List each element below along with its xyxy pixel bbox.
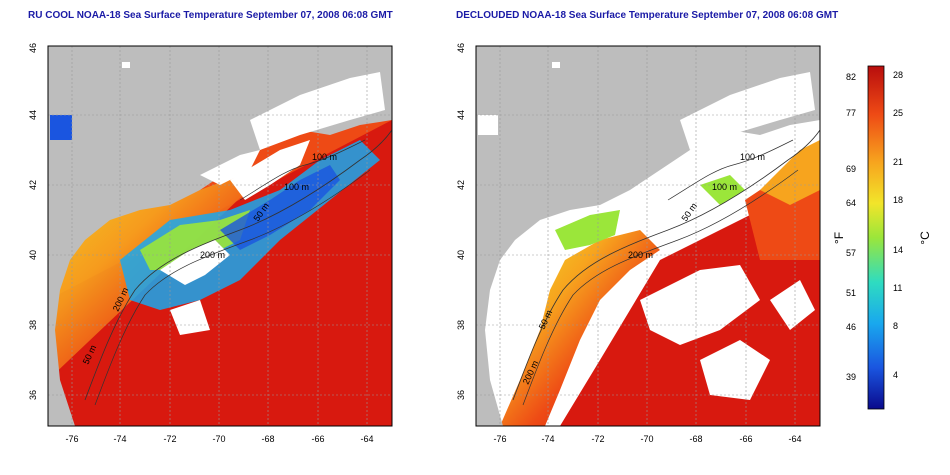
right-front-patch xyxy=(700,175,745,205)
left-lon-tick: -74 xyxy=(113,434,126,444)
colorbar-c-tick: 18 xyxy=(893,195,903,205)
left-lon-axis: -76 -74 -72 -70 -68 -66 -64 xyxy=(65,434,373,444)
colorbar-f-tick: 82 xyxy=(846,72,856,82)
left-grid xyxy=(48,46,392,426)
left-contour-100m xyxy=(94,169,371,406)
right-lat-tick: 44 xyxy=(456,110,466,120)
left-small-cloud xyxy=(122,62,130,68)
left-coldest-water xyxy=(220,165,340,250)
right-coastal-water xyxy=(500,230,660,426)
right-lat-tick: 38 xyxy=(456,320,466,330)
right-lat-tick: 36 xyxy=(456,390,466,400)
left-contour-200m xyxy=(84,129,392,401)
left-map-title: RU COOL NOAA-18 Sea Surface Temperature … xyxy=(28,10,393,21)
right-map-frame xyxy=(475,45,821,427)
left-map-area xyxy=(48,46,392,426)
right-lon-tick: -64 xyxy=(788,434,801,444)
colorbar-f-tick: 77 xyxy=(846,108,856,118)
left-mid-water xyxy=(140,210,250,270)
left-lon-tick: -72 xyxy=(163,434,176,444)
right-contour-label: 100 m xyxy=(740,152,765,162)
colorbar-c-tick: 25 xyxy=(893,108,903,118)
colorbar-fahrenheit-label: °F xyxy=(832,232,846,244)
right-lon-tick: -68 xyxy=(689,434,702,444)
left-lat-tick: 40 xyxy=(28,250,38,260)
left-georges-bank xyxy=(200,150,260,185)
left-gulf-of-maine xyxy=(250,72,385,150)
right-cloud-hole xyxy=(700,340,770,400)
left-lat-tick: 38 xyxy=(28,320,38,330)
right-contour-200m xyxy=(512,129,820,401)
colorbar-f-tick: 57 xyxy=(846,248,856,258)
right-lon-tick: -74 xyxy=(541,434,554,444)
colorbar-f-tick: 51 xyxy=(846,288,856,298)
colorbar-f-tick: 64 xyxy=(846,198,856,208)
right-grid xyxy=(476,46,820,426)
left-blue-patch xyxy=(50,115,72,140)
colorbar-f-tick: 46 xyxy=(846,322,856,332)
colorbar-c-tick: 4 xyxy=(893,370,898,380)
left-map-frame xyxy=(47,45,393,427)
left-cloud-1 xyxy=(160,240,230,285)
left-contour-label: 200 m xyxy=(200,250,225,260)
left-lat-tick: 44 xyxy=(28,110,38,120)
left-lon-tick: -70 xyxy=(212,434,225,444)
right-lat-axis: 36 38 40 42 44 46 xyxy=(456,43,466,400)
colorbar-c-tick: 11 xyxy=(893,283,902,293)
left-contour-label: 100 m xyxy=(284,182,309,192)
right-contour-100m xyxy=(522,169,799,406)
colorbar-c-tick: 8 xyxy=(893,321,898,331)
colorbar-f-tick: 69 xyxy=(846,164,856,174)
left-lat-tick: 46 xyxy=(28,43,38,53)
left-lon-tick: -66 xyxy=(311,434,324,444)
left-contour-label: 100 m xyxy=(312,152,337,162)
colorbar-f-ticks: 82 77 69 64 57 51 46 39 xyxy=(846,72,856,382)
colorbar-c-tick: 28 xyxy=(893,70,903,80)
right-map-area xyxy=(476,46,820,426)
right-lon-tick: -76 xyxy=(493,434,506,444)
right-mid-water xyxy=(555,210,620,250)
right-lon-tick: -70 xyxy=(640,434,653,444)
colorbar-f-tick: 39 xyxy=(846,372,856,382)
temperature-colorbar xyxy=(867,65,885,410)
right-map-title: DECLOUDED NOAA-18 Sea Surface Temperatur… xyxy=(456,10,839,21)
left-lat-tick: 36 xyxy=(28,390,38,400)
left-lon-tick: -76 xyxy=(65,434,78,444)
colorbar-celsius-label: °C xyxy=(918,231,932,245)
right-white-patch xyxy=(478,115,498,135)
right-lon-tick: -72 xyxy=(591,434,604,444)
right-land xyxy=(476,46,820,426)
right-small-cloud xyxy=(552,62,560,68)
colorbar-c-tick: 14 xyxy=(893,245,903,255)
right-lon-axis: -76 -74 -72 -70 -68 -66 -64 xyxy=(493,434,801,444)
right-cloud-hole xyxy=(770,280,815,330)
left-contour-50m xyxy=(239,139,366,201)
right-lon-tick: -66 xyxy=(739,434,752,444)
left-lat-tick: 42 xyxy=(28,180,38,190)
right-contour-label: 200 m xyxy=(628,250,653,260)
right-contour-50m xyxy=(667,139,794,201)
left-lon-tick: -68 xyxy=(261,434,274,444)
left-land xyxy=(48,46,392,426)
right-contour-label: 100 m xyxy=(712,182,737,192)
right-lat-tick: 46 xyxy=(456,43,466,53)
right-front-water xyxy=(760,140,820,205)
right-lat-tick: 40 xyxy=(456,250,466,260)
colorbar-c-tick: 21 xyxy=(893,157,903,167)
left-lat-axis: 36 38 40 42 44 46 xyxy=(28,43,38,400)
left-cloud-3 xyxy=(170,300,210,335)
right-lat-tick: 42 xyxy=(456,180,466,190)
colorbar-c-ticks: 28 25 21 18 14 11 8 4 xyxy=(893,70,903,380)
right-gulf-of-maine xyxy=(680,72,815,150)
left-lon-tick: -64 xyxy=(360,434,373,444)
